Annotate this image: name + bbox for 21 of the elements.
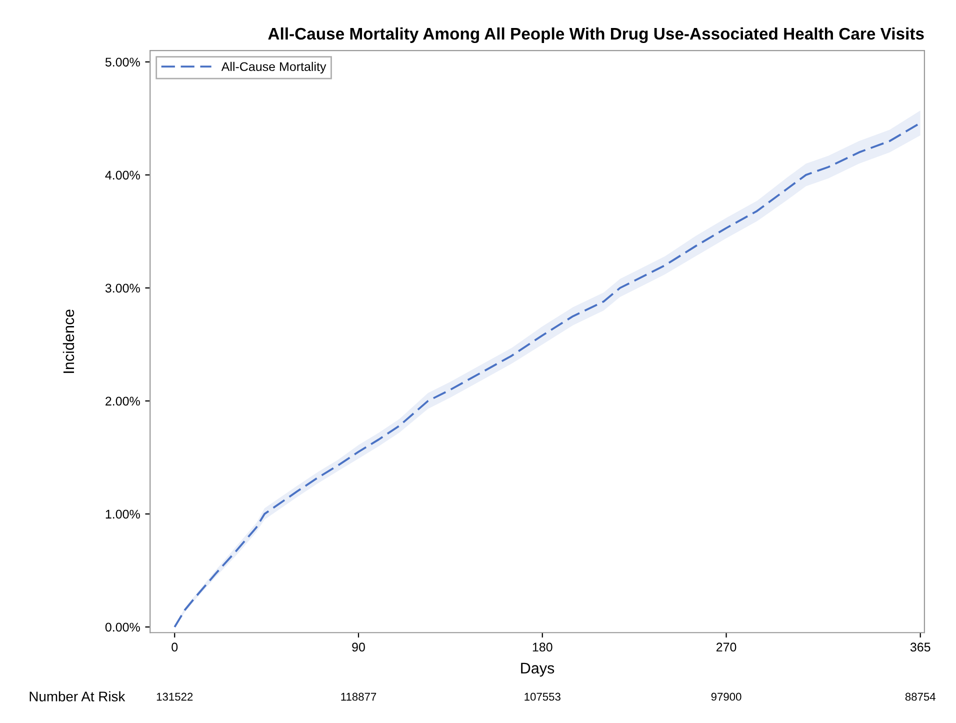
x-tick-label: 270 [716,642,736,652]
x-tick-label: 365 [910,642,930,652]
y-tick-label: 3.00% [105,284,140,293]
x-tick-label: 180 [532,642,552,652]
x-tick-label: 90 [352,642,365,652]
x-axis-title: Days [521,662,554,677]
y-tick-label: 4.00% [105,170,140,180]
y-tick-label: 1.00% [106,510,140,519]
text: 97900 [711,692,742,701]
y-tick-label: 0.00% [105,622,140,632]
text: 131522 [156,692,193,701]
text: 107553 [524,692,560,701]
legend-label: All-Cause Mortality [221,62,326,74]
chart-title: All-Cause Mortality Among All People With Drug Use-Associated Health Care Visits [268,27,924,44]
x-tick-label: 0 [172,642,178,652]
text: Number At Risk [30,691,126,702]
y-axis-title: Incidence [62,310,74,373]
y-tick-label: 2.00% [106,396,140,406]
text: 118877 [341,692,376,701]
y-tick-label: 5.00% [105,58,140,67]
text: 88754 [905,692,936,701]
